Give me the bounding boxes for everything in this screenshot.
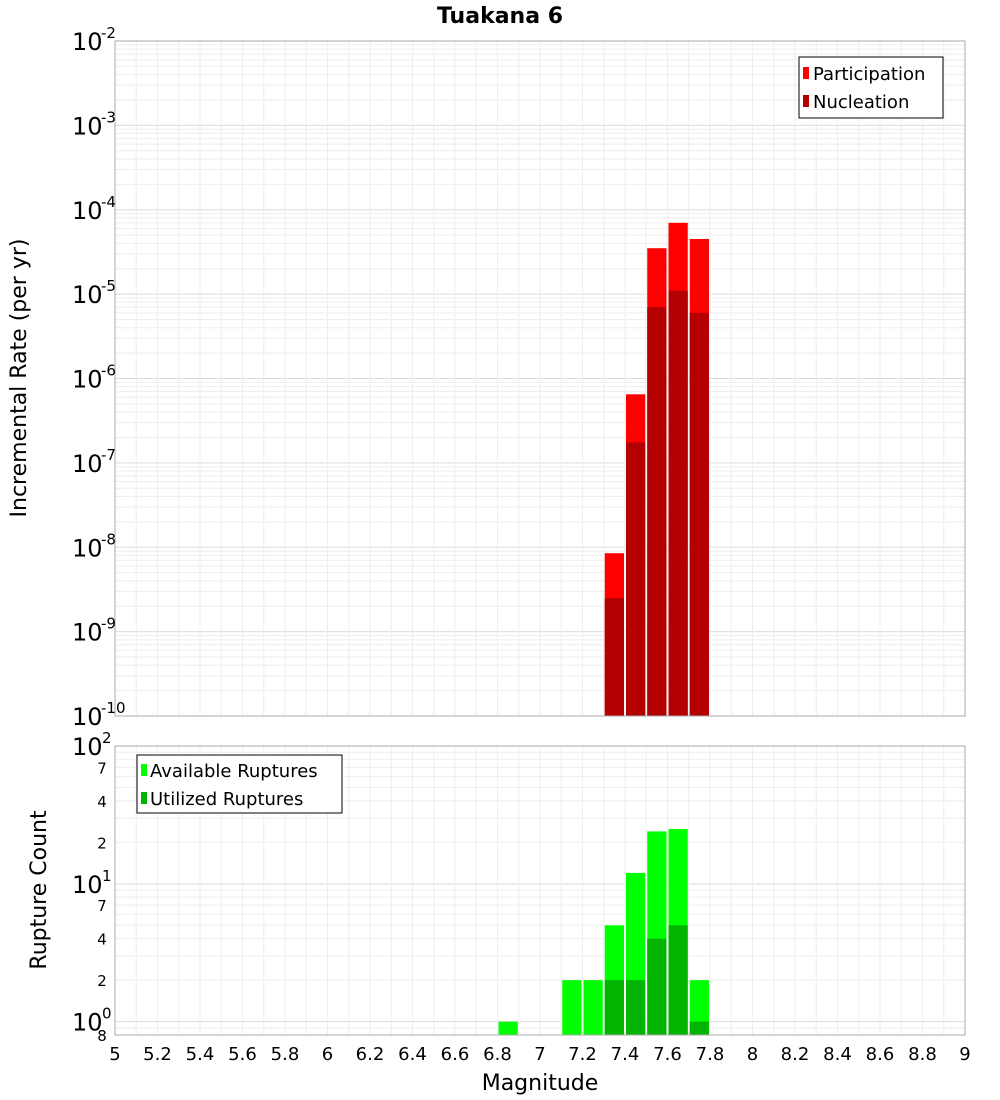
bottom-legend: Available Ruptures Utilized Ruptures [136,754,343,814]
x-tick-label: 9 [959,1044,970,1065]
bar-nucleation [647,307,667,716]
bar-utilized-ruptures [689,1021,709,1035]
bottom-legend-box [136,754,343,814]
bar-available-ruptures [562,980,582,1035]
y-tick-base: 10 [72,112,103,140]
y-tick-exponent: 0 [102,1005,112,1023]
x-tick-label: 6.2 [356,1044,385,1065]
x-axis-ticks: 5 5.2 5.4 5.6 5.8 6 6.2 6.4 6.6 6.8 7 7.2 7.4 7.6 7.8 8… [109,1044,970,1065]
y-minor-tick-label: 2 [97,834,107,852]
legend-swatch-utilized-ruptures [141,792,147,804]
x-tick-label: 8.4 [823,1044,852,1065]
x-tick-label: 8.6 [866,1044,895,1065]
y-minor-tick-label: 8 [97,1027,107,1045]
x-tick-label: 6 [322,1044,333,1065]
legend-label-available-ruptures: Available Ruptures [150,761,318,782]
y-minor-tick-label: 4 [97,931,107,949]
top-plot-frame [114,40,966,717]
x-axis-label: Magnitude [482,1071,599,1096]
y-tick-base: 10 [72,197,103,225]
bar-utilized-ruptures [626,980,646,1035]
y-tick-exponent: 2 [102,729,112,747]
legend-swatch-participation [803,67,809,79]
x-tick-label: 6.4 [398,1044,427,1065]
bar-nucleation [604,598,624,716]
top-legend-box [798,56,944,119]
x-tick-label: 8.2 [781,1044,810,1065]
chart-title: Tuakana 6 [437,4,563,29]
y-tick-base: 10 [72,281,103,309]
y-tick-exponent: -3 [101,108,116,126]
y-tick-exponent: -4 [101,193,116,211]
x-tick-label: 7.6 [653,1044,682,1065]
bar-utilized-ruptures [604,980,624,1035]
x-tick-label: 5 [109,1044,120,1065]
y-tick-base: 10 [72,1009,103,1037]
y-tick-base: 10 [72,366,103,394]
bottom-y-axis-label: Rupture Count [27,810,52,970]
x-tick-label: 5.6 [228,1044,257,1065]
x-tick-label: 6.8 [483,1044,512,1065]
legend-label-utilized-ruptures: Utilized Ruptures [150,789,303,810]
bar-nucleation [668,290,688,716]
x-tick-label: 5.8 [271,1044,300,1065]
x-tick-label: 8 [747,1044,758,1065]
y-tick-base: 10 [72,619,103,647]
x-tick-label: 7.4 [611,1044,640,1065]
y-tick-base: 10 [72,733,103,761]
y-tick-exponent: -5 [101,277,116,295]
y-tick-exponent: -6 [101,362,116,380]
y-minor-tick-label: 7 [97,759,107,777]
bar-available-ruptures [583,980,603,1035]
y-tick-base: 10 [72,450,103,478]
y-tick-base: 10 [72,871,103,899]
legend-label-participation: Participation [813,64,925,85]
y-tick-base: 10 [72,703,103,731]
bar-nucleation [689,312,709,716]
y-tick-base: 10 [72,28,103,56]
bar-available-ruptures [689,980,709,1035]
y-tick-exponent: -9 [101,615,116,633]
y-tick-exponent: -2 [101,24,116,42]
y-tick-exponent: 1 [102,867,112,885]
top-y-axis-ticks: 10-210-310-410-510-610-710-810-910-10 [72,24,126,731]
bar-utilized-ruptures [647,938,667,1035]
x-tick-label: 8.8 [908,1044,937,1065]
bottom-plot-bars [498,828,709,1035]
top-plot-bars [604,222,709,717]
top-legend: Participation Nucleation [798,56,944,119]
legend-label-nucleation: Nucleation [813,92,909,113]
y-tick-exponent: -7 [101,446,116,464]
x-tick-label: 7 [534,1044,545,1065]
x-tick-label: 5.2 [143,1044,172,1065]
x-tick-label: 7.2 [568,1044,597,1065]
y-tick-exponent: -8 [101,530,116,548]
legend-swatch-nucleation [803,95,809,107]
x-tick-label: 7.8 [696,1044,725,1065]
top-plot-grid [114,40,966,717]
bar-utilized-ruptures [668,925,688,1035]
top-y-axis-label: Incremental Rate (per yr) [7,239,32,518]
y-tick-base: 10 [72,534,103,562]
bar-available-ruptures [498,1021,518,1035]
bar-nucleation [626,442,646,716]
x-tick-label: 6.6 [441,1044,470,1065]
bottom-plot-frame [114,745,966,1036]
y-minor-tick-label: 4 [97,793,107,811]
y-tick-exponent: -10 [101,699,126,717]
legend-swatch-available-ruptures [141,764,147,776]
y-minor-tick-label: 7 [97,897,107,915]
y-minor-tick-label: 2 [97,972,107,990]
x-tick-label: 5.4 [186,1044,215,1065]
